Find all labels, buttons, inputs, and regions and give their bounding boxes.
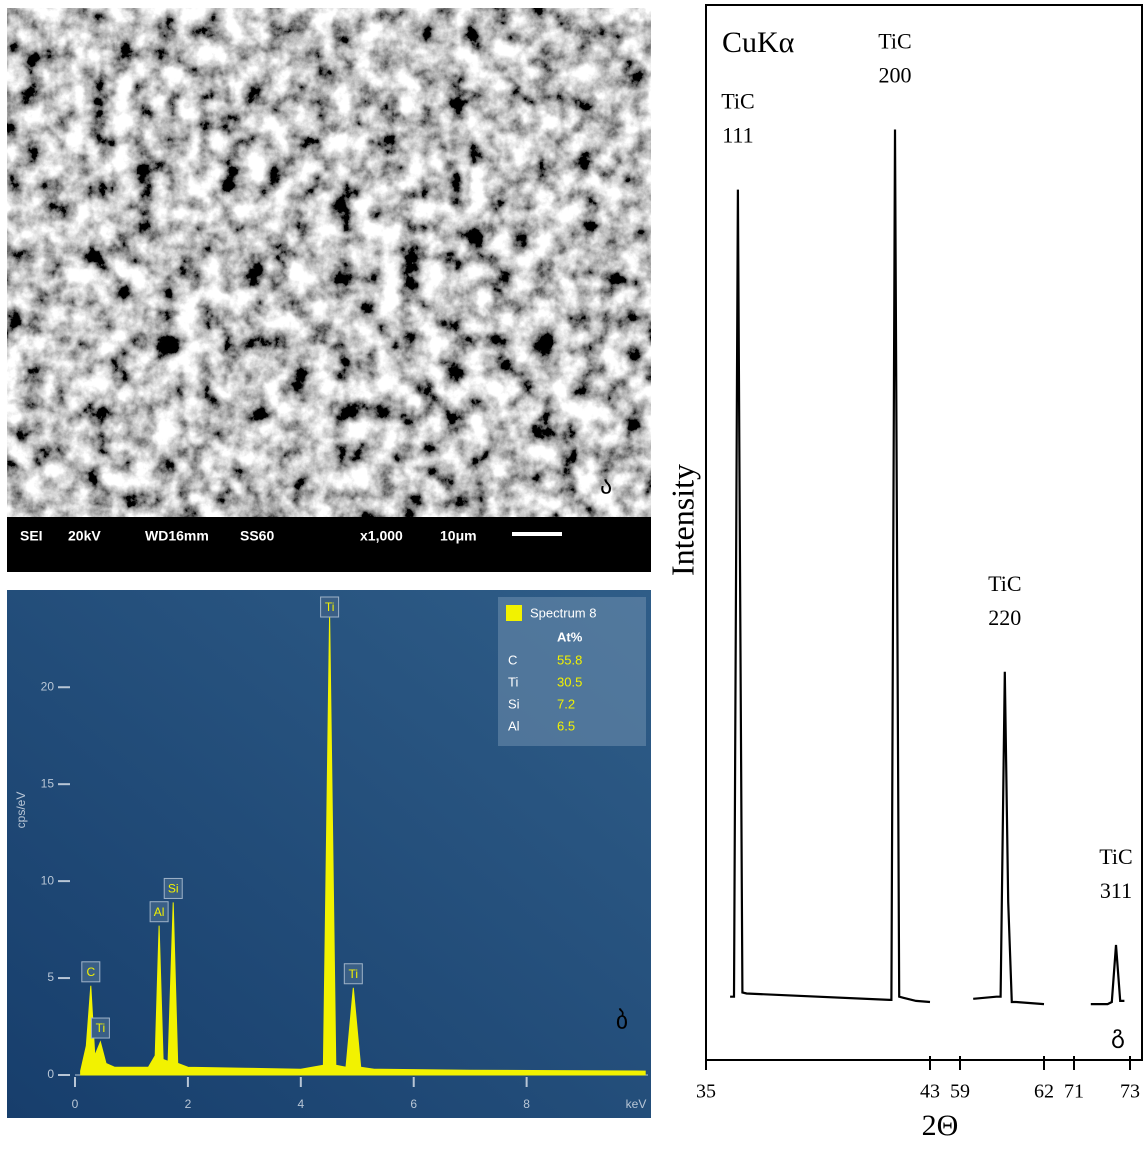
sem-info: SEI	[20, 528, 43, 544]
x-tick-label: 4	[297, 1097, 304, 1111]
y-axis-label: Intensity	[664, 464, 700, 576]
x-tick-label: 35	[696, 1081, 716, 1103]
y-tick-label: 20	[41, 679, 55, 693]
peak-label: 220	[988, 605, 1021, 630]
peak-label: Ti	[96, 1021, 106, 1035]
table-element: Al	[508, 718, 520, 733]
y-tick-label: 5	[47, 970, 54, 984]
peak-label: Ti	[325, 600, 335, 614]
sem-info: 20kV	[68, 528, 101, 544]
x-tick-label: 62	[1034, 1081, 1054, 1103]
panel-label: ა	[600, 472, 612, 499]
x-tick-label: 43	[920, 1081, 940, 1103]
figure: SEI 20kV WD16mm SS60 x1,000 10μm ა 35 43 5…	[0, 0, 1148, 1149]
table-header: At%	[557, 629, 583, 644]
table-value: 30.5	[557, 674, 582, 689]
table-value: 7.2	[557, 696, 575, 711]
peak-label: Si	[168, 882, 179, 896]
peak-label: TiC	[721, 89, 754, 114]
legend-label: Spectrum 8	[530, 605, 596, 620]
peak-label: 111	[722, 123, 753, 148]
panel-label: ბ	[616, 1007, 628, 1034]
xrd-frame	[706, 5, 1142, 1060]
pattern-line	[730, 130, 1124, 1005]
peak-label: C	[86, 965, 95, 979]
y-axis-label: cps/eV	[14, 792, 28, 829]
peak-label: TiC	[1099, 844, 1132, 869]
sem-info: 10μm	[440, 528, 477, 544]
x-tick-label: 73	[1120, 1081, 1140, 1103]
x-tick-label: 71	[1064, 1081, 1084, 1103]
x-tick-label: 59	[950, 1081, 970, 1103]
x-tick-label: 6	[410, 1097, 417, 1111]
sem-info: x1,000	[360, 528, 403, 544]
peak-label: Al	[154, 905, 165, 919]
y-tick-label: 10	[41, 873, 55, 887]
table-element: Si	[508, 696, 520, 711]
sem-info: SS60	[240, 528, 274, 544]
sem-texture	[7, 8, 651, 517]
sem-info-bar	[7, 517, 651, 572]
x-tick-label: 2	[185, 1097, 192, 1111]
y-tick-label: 0	[47, 1067, 54, 1081]
panel-label: გ	[1111, 1021, 1125, 1048]
peak-label: Ti	[349, 967, 359, 981]
peak-label: 311	[1100, 878, 1132, 903]
peak-label: TiC	[878, 29, 911, 54]
table-element: C	[508, 652, 517, 667]
x-axis-label: keV	[626, 1097, 647, 1111]
table-value: 6.5	[557, 718, 575, 733]
y-tick-label: 15	[41, 776, 55, 790]
peak-label: TiC	[988, 571, 1021, 596]
sem-info: WD16mm	[145, 528, 209, 544]
chart-title: CuKα	[722, 26, 795, 59]
peak-label: 200	[879, 63, 912, 88]
table-element: Ti	[508, 674, 518, 689]
x-tick-label: 0	[72, 1097, 79, 1111]
legend-swatch	[506, 605, 522, 621]
table-value: 55.8	[557, 652, 582, 667]
page: SEI 20kV WD16mm SS60 x1,000 10μm ა 35 43 5…	[0, 0, 1148, 1154]
x-tick-label: 8	[523, 1097, 530, 1111]
x-axis-label: 2Θ	[922, 1109, 959, 1142]
